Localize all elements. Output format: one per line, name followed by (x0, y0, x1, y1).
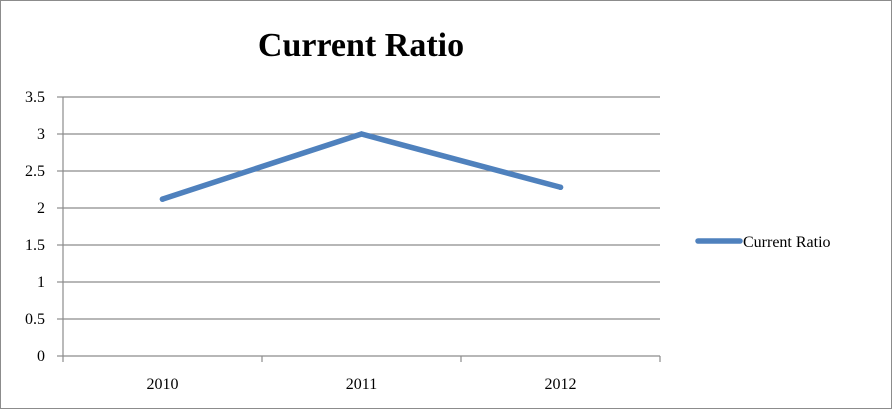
data-point (358, 131, 365, 137)
x-tick-label: 2011 (346, 376, 377, 393)
y-tick-label: 1 (37, 274, 45, 291)
x-tick-labels: 2010 2011 2012 (147, 376, 577, 393)
gridlines (63, 96, 660, 320)
y-tick-label: 1.5 (25, 237, 45, 254)
x-tick-label: 2012 (545, 376, 577, 393)
series-group (159, 131, 564, 202)
data-point (159, 196, 166, 202)
y-tick-label: 2.5 (25, 163, 45, 180)
y-tick-label: 2 (37, 200, 45, 217)
x-tick-label: 2010 (147, 376, 179, 393)
y-tick-label: 0 (37, 348, 45, 365)
y-tick-label: 3.5 (25, 89, 45, 106)
chart-title: Current Ratio (257, 27, 465, 64)
legend: Current Ratio (695, 234, 831, 251)
axes (57, 96, 661, 362)
y-tick-label: 0.5 (25, 311, 45, 328)
data-point (557, 184, 564, 191)
y-tick-label: 3 (37, 126, 45, 143)
series-line (159, 131, 564, 202)
legend-label: Current Ratio (743, 234, 831, 251)
y-tick-labels: 0 0.5 1 1.5 2 2.5 3 3.5 (25, 89, 45, 365)
